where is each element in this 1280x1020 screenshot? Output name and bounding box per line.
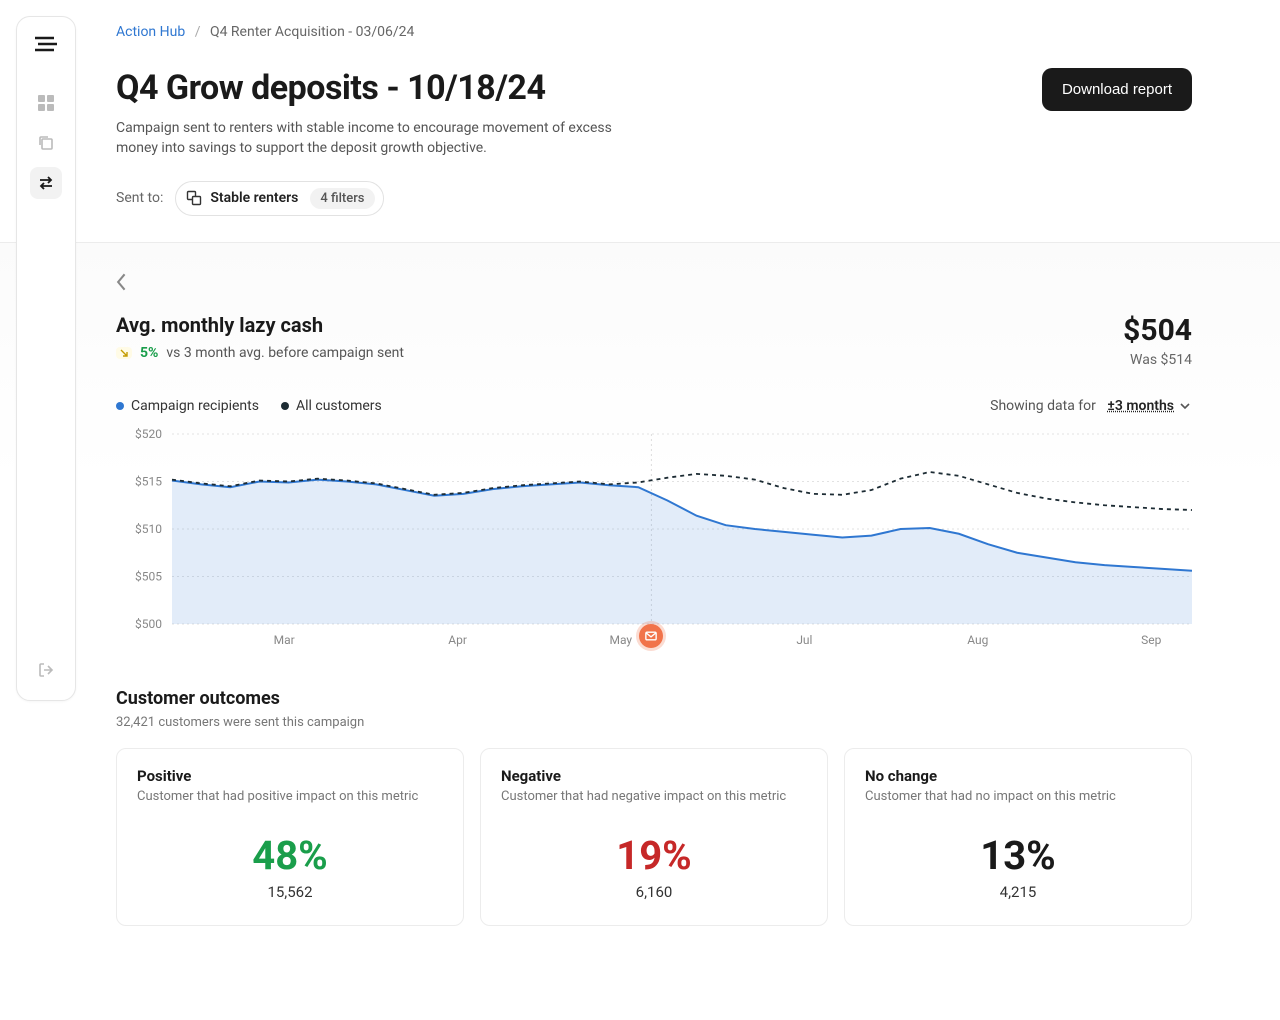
legend-item-all: All customers bbox=[281, 398, 382, 414]
outcome-card-desc: Customer that had no impact on this metr… bbox=[865, 789, 1171, 804]
legend-dot-icon bbox=[116, 402, 124, 410]
download-report-button[interactable]: Download report bbox=[1042, 68, 1192, 111]
trend-vs-text: vs 3 month avg. before campaign sent bbox=[166, 345, 404, 361]
sent-to-label: Sent to: bbox=[116, 190, 163, 206]
outcome-card-count: 6,160 bbox=[501, 883, 807, 901]
campaign-event-marker[interactable] bbox=[639, 624, 663, 648]
outcome-card-title: No change bbox=[865, 767, 1171, 785]
breadcrumb: Action Hub / Q4 Renter Acquisition - 03/… bbox=[116, 24, 1192, 40]
outcome-card: No change Customer that had no impact on… bbox=[844, 748, 1192, 926]
outcome-card-percent: 48% bbox=[137, 832, 443, 879]
metric-previous: Was $514 bbox=[1123, 352, 1192, 368]
legend-item-recipients: Campaign recipients bbox=[116, 398, 259, 414]
outcome-card: Positive Customer that had positive impa… bbox=[116, 748, 464, 926]
outcome-card-title: Negative bbox=[501, 767, 807, 785]
legend-label: Campaign recipients bbox=[131, 398, 259, 414]
outcome-card-percent: 13% bbox=[865, 832, 1171, 879]
legend-dot-icon bbox=[281, 402, 289, 410]
sidebar bbox=[16, 16, 76, 701]
svg-text:$515: $515 bbox=[135, 474, 162, 488]
svg-text:Apr: Apr bbox=[448, 633, 467, 647]
outcome-card-title: Positive bbox=[137, 767, 443, 785]
nav-transfer-icon[interactable] bbox=[30, 167, 62, 199]
range-value: ±3 months bbox=[1107, 398, 1174, 414]
trend-badge bbox=[116, 347, 132, 359]
mail-icon bbox=[645, 630, 657, 642]
chart-legend: Campaign recipients All customers bbox=[116, 398, 382, 414]
outcome-card-desc: Customer that had negative impact on thi… bbox=[501, 789, 807, 804]
outcome-card-count: 4,215 bbox=[865, 883, 1171, 901]
range-prefix: Showing data for bbox=[990, 398, 1096, 414]
lazy-cash-chart: $500 $505 $510 $515 $520 Mar Apr May Jul Aug Sep bbox=[116, 428, 1192, 654]
page-title: Q4 Grow deposits - 10/18/24 bbox=[116, 68, 636, 108]
svg-text:Mar: Mar bbox=[274, 633, 295, 647]
filter-count-badge: 4 filters bbox=[310, 188, 374, 209]
outcomes-subtitle: 32,421 customers were sent this campaign bbox=[116, 715, 1192, 730]
svg-text:$510: $510 bbox=[135, 522, 162, 536]
svg-text:Jul: Jul bbox=[796, 633, 812, 647]
trend-down-icon bbox=[119, 348, 129, 358]
svg-text:$520: $520 bbox=[135, 428, 162, 441]
segment-chip[interactable]: Stable renters 4 filters bbox=[175, 181, 383, 216]
outcome-card-desc: Customer that had positive impact on thi… bbox=[137, 789, 443, 804]
segment-name: Stable renters bbox=[210, 190, 298, 206]
outcome-card-percent: 19% bbox=[501, 832, 807, 879]
chevron-down-icon bbox=[1178, 399, 1192, 413]
nav-copy-icon[interactable] bbox=[30, 127, 62, 159]
outcome-card-count: 15,562 bbox=[137, 883, 443, 901]
page-description: Campaign sent to renters with stable inc… bbox=[116, 118, 636, 159]
svg-text:May: May bbox=[610, 633, 633, 647]
outcome-card: Negative Customer that had negative impa… bbox=[480, 748, 828, 926]
svg-text:Aug: Aug bbox=[967, 633, 988, 647]
nav-logout-icon[interactable] bbox=[30, 654, 62, 686]
svg-text:Sep: Sep bbox=[1141, 633, 1161, 647]
breadcrumb-current: Q4 Renter Acquisition - 03/06/24 bbox=[210, 24, 414, 40]
breadcrumb-separator: / bbox=[195, 24, 201, 40]
back-button[interactable] bbox=[116, 273, 1192, 295]
svg-text:$505: $505 bbox=[135, 569, 162, 583]
trend-percent: 5% bbox=[140, 345, 158, 361]
legend-label: All customers bbox=[296, 398, 382, 414]
metric-value: $504 bbox=[1123, 313, 1192, 348]
data-range-selector[interactable]: Showing data for ±3 months bbox=[990, 398, 1192, 414]
breadcrumb-root-link[interactable]: Action Hub bbox=[116, 24, 185, 40]
segment-icon bbox=[186, 190, 202, 206]
metric-title: Avg. monthly lazy cash bbox=[116, 313, 404, 337]
nav-dashboard-icon[interactable] bbox=[30, 87, 62, 119]
outcomes-title: Customer outcomes bbox=[116, 688, 1192, 709]
app-logo bbox=[34, 35, 58, 57]
svg-text:$500: $500 bbox=[135, 617, 162, 631]
